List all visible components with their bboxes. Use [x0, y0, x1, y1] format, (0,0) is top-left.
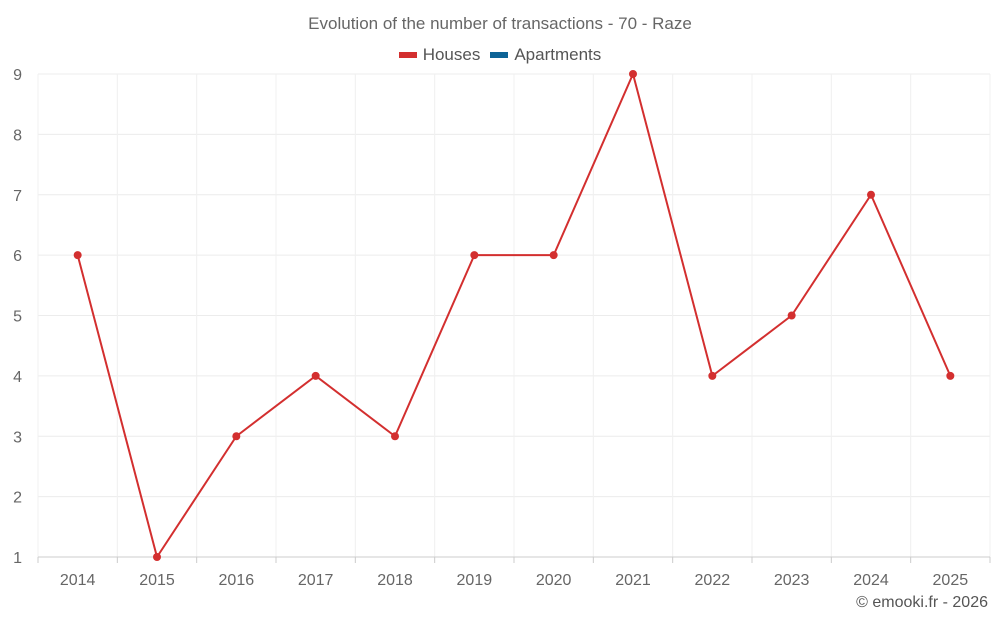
x-tick-label-2024: 2024 — [853, 572, 889, 589]
chart-title: Evolution of the number of transactions … — [308, 14, 692, 33]
x-tick-label-2016: 2016 — [219, 572, 255, 589]
x-tick-label-2021: 2021 — [615, 572, 651, 589]
data-point-houses-2018 — [391, 432, 399, 441]
data-point-houses-2025 — [946, 371, 955, 380]
y-tick-label-6: 6 — [13, 248, 22, 265]
data-point-houses-2014 — [73, 251, 82, 260]
y-tick-label-2: 2 — [13, 490, 22, 507]
data-point-houses-2021 — [629, 70, 637, 78]
legend-label-houses: Houses — [422, 45, 481, 64]
x-tick-label-2019: 2019 — [457, 572, 493, 589]
y-tick-label-3: 3 — [13, 429, 22, 446]
y-tick-label-7: 7 — [13, 188, 22, 205]
legend-label-apartments: Apartments — [514, 45, 602, 64]
data-point-houses-2016 — [232, 432, 241, 441]
x-tick-label-2015: 2015 — [139, 572, 175, 589]
series-line-houses — [76, 73, 952, 558]
legend-item-houses[interactable]: Houses — [398, 45, 481, 65]
x-tick-label-2014: 2014 — [60, 572, 96, 589]
x-tick-label-2018: 2018 — [377, 572, 413, 589]
data-point-houses-2017 — [311, 371, 320, 380]
data-point-houses-2023 — [787, 311, 796, 320]
y-tick-label-1: 1 — [13, 550, 22, 567]
y-tick-label-9: 9 — [13, 67, 22, 84]
legend: Houses Apartments — [0, 45, 1000, 65]
y-tick-label-8: 8 — [13, 127, 22, 144]
x-tick-label-2017: 2017 — [298, 572, 334, 589]
x-tick-label-2020: 2020 — [536, 572, 572, 589]
data-point-houses-2024 — [867, 190, 875, 199]
legend-swatch-apartments — [490, 52, 509, 58]
x-tick-label-2023: 2023 — [774, 572, 810, 589]
legend-swatch-houses — [398, 52, 417, 58]
legend-item-apartments[interactable]: Apartments — [490, 45, 601, 65]
data-point-houses-2015 — [153, 553, 161, 561]
data-point-houses-2019 — [470, 251, 479, 260]
footer-credit: © emooki.fr - 2026 — [856, 594, 988, 611]
x-tick-label-2025: 2025 — [933, 572, 969, 589]
data-point-houses-2020 — [549, 251, 558, 260]
x-tick-label-2022: 2022 — [695, 572, 731, 589]
y-tick-label-5: 5 — [13, 309, 22, 326]
data-point-houses-2022 — [708, 371, 717, 380]
y-tick-label-4: 4 — [13, 369, 22, 386]
